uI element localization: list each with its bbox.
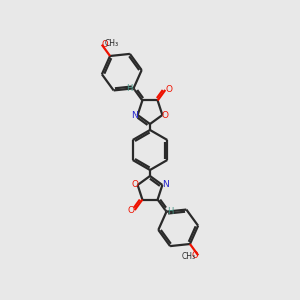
Text: O: O xyxy=(127,206,134,214)
Text: O: O xyxy=(192,251,199,260)
Text: O: O xyxy=(162,110,169,119)
Text: H: H xyxy=(127,84,133,93)
Text: N: N xyxy=(162,181,169,190)
Text: O: O xyxy=(166,85,173,94)
Text: N: N xyxy=(131,110,138,119)
Text: H: H xyxy=(167,207,173,216)
Text: O: O xyxy=(131,181,138,190)
Text: CH₃: CH₃ xyxy=(181,252,195,261)
Text: O: O xyxy=(101,40,108,49)
Text: CH₃: CH₃ xyxy=(105,39,119,48)
